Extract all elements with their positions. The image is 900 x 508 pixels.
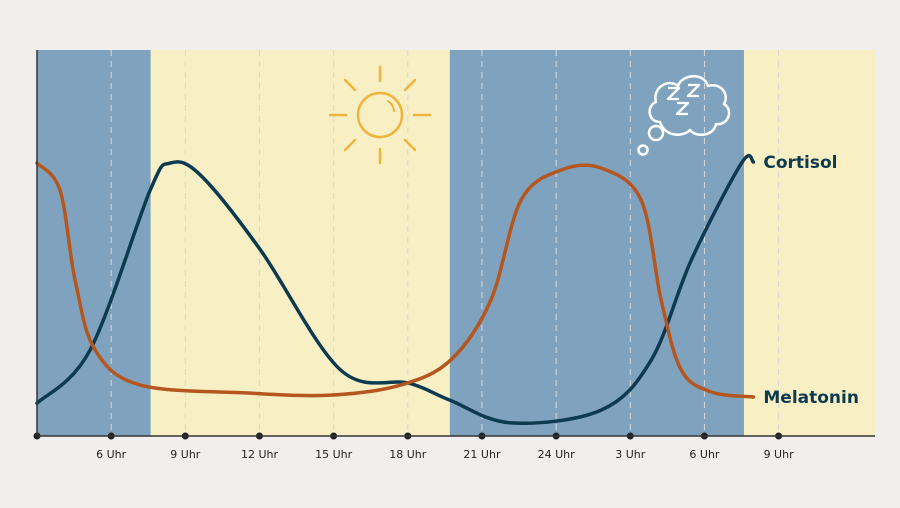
tick-label: 18 Uhr (389, 448, 427, 461)
sleep-cloud-icon (637, 75, 731, 156)
tick-label: 9 Uhr (170, 448, 201, 461)
tick-label: 21 Uhr (463, 448, 501, 461)
tick-label: 15 Uhr (315, 448, 353, 461)
tick-label: 24 Uhr (538, 448, 576, 461)
band-night (37, 50, 151, 436)
tick-label: 12 Uhr (241, 448, 279, 461)
tick-label: 6 Uhr (96, 448, 127, 461)
series-label-melatonin: Melatonin (763, 388, 859, 408)
band-day (743, 50, 875, 436)
series-label-cortisol: Cortisol (763, 153, 837, 173)
series-line-cortisol (35, 153, 756, 425)
band-night (449, 50, 744, 436)
sun-icon (328, 65, 432, 165)
tick-label: 3 Uhr (615, 448, 646, 461)
tick-label: 9 Uhr (764, 448, 795, 461)
tick-label: 6 Uhr (689, 448, 720, 461)
band-day (150, 50, 450, 436)
series-line-melatonin (35, 161, 756, 399)
